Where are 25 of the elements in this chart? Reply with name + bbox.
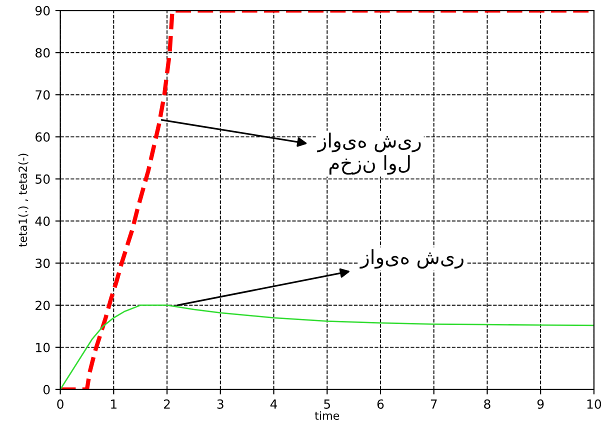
annotation: زاویه شیر مخزن اول [316, 132, 421, 175]
y-tick-label: 40 [35, 216, 50, 226]
y-tick-label: 30 [36, 258, 50, 268]
x-tick-label: 3 [217, 399, 224, 409]
x-tick-label: 1 [111, 400, 116, 409]
x-tick-label: 6 [377, 399, 384, 409]
x-tick-label: 5 [324, 400, 330, 409]
y-tick-label: 80 [36, 48, 50, 58]
y-tick-label: 90 [35, 6, 50, 16]
y-tick-label: 0 [43, 384, 50, 394]
y-tick-label: 70 [36, 90, 50, 100]
y-tick-label: 20 [36, 300, 50, 310]
x-tick-label: 4 [270, 400, 278, 409]
y-axis-title: teta1(.) , teta2(-) [18, 154, 28, 247]
x-tick-label: 9 [537, 399, 544, 409]
y-tick-label: 10 [36, 342, 50, 352]
x-tick-label: 2 [164, 399, 170, 409]
x-tick-label: 8 [484, 399, 490, 409]
x-tick-label: 10 [587, 399, 602, 409]
annotation: زاویه شیر [360, 249, 464, 269]
y-tick-label: 50 [36, 174, 50, 184]
x-tick-label: 0 [57, 399, 64, 409]
x-axis-title: time [314, 411, 340, 420]
y-tick-label: 60 [36, 132, 50, 142]
x-tick-label: 7 [430, 400, 437, 409]
